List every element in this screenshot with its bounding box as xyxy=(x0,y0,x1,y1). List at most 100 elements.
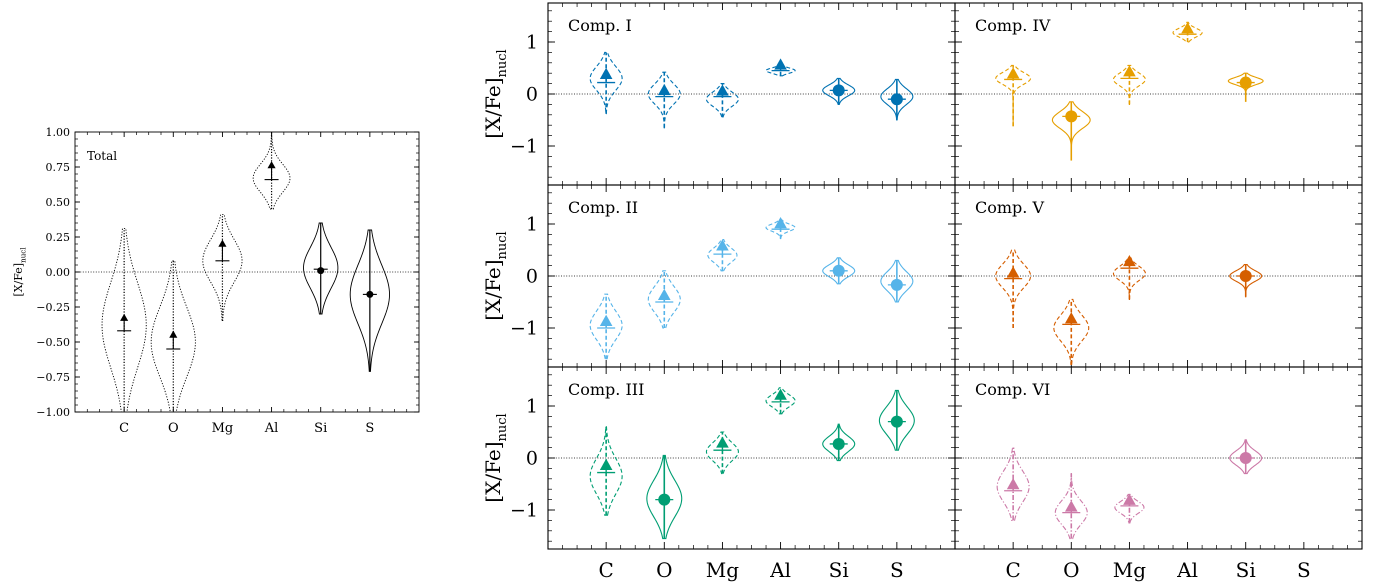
y-axis-label-sub: nucl xyxy=(495,49,510,77)
violin-s xyxy=(880,259,914,303)
y-axis-label: [X/Fe]nucl xyxy=(481,49,510,138)
violin-c xyxy=(995,249,1032,328)
violin-o xyxy=(647,270,681,329)
violin-c xyxy=(996,447,1030,521)
violin-o xyxy=(647,71,681,129)
y-axis-label-base: [X/Fe] xyxy=(481,259,505,320)
violin-s xyxy=(878,389,915,451)
y-tick-label: −0.25 xyxy=(36,301,70,314)
violins xyxy=(995,249,1263,365)
marker-circle-o xyxy=(658,493,671,506)
y-tick-label: −1 xyxy=(510,318,538,340)
violin-mg xyxy=(202,214,243,322)
y-axis-label: [X/Fe]nucl xyxy=(481,413,510,502)
x-tick-label-al: Al xyxy=(264,421,279,436)
y-tick-label: 0.00 xyxy=(46,266,71,279)
marker-triangle-mg xyxy=(1123,493,1136,505)
x-tick-label-al: Al xyxy=(769,558,791,582)
y-axis-label-sub: nucl xyxy=(18,247,27,263)
panel-comp5: Comp. V xyxy=(954,184,1363,368)
y-axis-label: [X/Fe]nucl xyxy=(481,231,510,320)
y-tick-label: 0 xyxy=(526,84,538,106)
violin-c xyxy=(589,293,623,360)
violins xyxy=(589,387,915,540)
marker-circle-o xyxy=(1065,110,1078,123)
y-tick-label: −0.50 xyxy=(36,336,70,349)
y-tick-label: 1 xyxy=(526,32,538,54)
marker-triangle-o xyxy=(1064,500,1078,512)
y-axis-label-sub: nucl xyxy=(495,231,510,259)
x-tick-label-o: O xyxy=(656,558,672,582)
panel-title: Comp. IV xyxy=(975,16,1051,35)
y-tick-label: 0 xyxy=(526,266,538,288)
panel-title: Comp. VI xyxy=(975,380,1050,399)
marker-triangle-al xyxy=(267,161,276,169)
panel-comp6: C O Mg Al Si S Comp. VI xyxy=(954,366,1363,582)
violin-mg xyxy=(1112,257,1146,300)
marker-circle-s xyxy=(890,278,903,291)
panel-frame xyxy=(74,131,420,413)
violin-o xyxy=(150,260,196,412)
y-tick-label: 0 xyxy=(526,448,538,470)
panel-title: Comp. II xyxy=(568,198,638,217)
violin-s xyxy=(349,229,390,372)
violin-al xyxy=(765,387,796,415)
marker-triangle-al xyxy=(774,388,787,400)
violin-mg xyxy=(707,239,738,272)
marker-circle-s xyxy=(890,93,903,106)
x-tick-label-si: Si xyxy=(314,421,327,436)
violin-si xyxy=(822,257,856,285)
y-tick-label: 1.00 xyxy=(46,126,71,139)
x-tick-label-mg: Mg xyxy=(212,421,234,436)
marker-triangle-o xyxy=(1064,312,1078,324)
y-tick-label: −1 xyxy=(510,500,538,522)
violin-o xyxy=(646,454,683,540)
y-axis-label-base: [X/Fe] xyxy=(481,77,505,138)
marker-circle-si xyxy=(317,267,325,275)
marker-triangle-mg xyxy=(218,239,227,247)
y-tick-label: 0.75 xyxy=(46,161,71,174)
violin-mg xyxy=(1112,64,1146,105)
marker-triangle-al xyxy=(1181,22,1194,34)
y-tick-label: −1.00 xyxy=(36,406,70,419)
marker-circle-si xyxy=(1239,452,1252,464)
marker-triangle-o xyxy=(657,83,671,96)
marker-triangle-o xyxy=(657,288,671,300)
x-tick-label-s: S xyxy=(1297,558,1311,582)
marker-triangle-c xyxy=(599,67,613,79)
panel-comp1: −1 0 1 Comp. I [X/Fe]nucl xyxy=(481,2,956,186)
x-tick-label-o: O xyxy=(168,421,179,436)
y-tick-label: −0.75 xyxy=(36,371,70,384)
marker-triangle-c xyxy=(1006,478,1020,490)
marker-circle-si xyxy=(832,437,845,450)
x-tick-label-si: Si xyxy=(1236,558,1256,582)
x-tick-label-c: C xyxy=(119,421,129,436)
violin-c xyxy=(589,51,623,115)
panel-comp4: Comp. IV xyxy=(954,2,1363,186)
marker-triangle-c xyxy=(599,314,613,326)
marker-triangle-o xyxy=(169,330,178,338)
panel-frame xyxy=(954,366,1363,550)
violin-si xyxy=(303,222,339,315)
y-axis-label-base: [X/Fe] xyxy=(481,441,505,502)
x-tick-label-mg: Mg xyxy=(1113,558,1146,582)
x-tick-label-mg: Mg xyxy=(706,558,739,582)
marker-triangle-mg xyxy=(1123,254,1136,267)
y-axis-label-base: [X/Fe] xyxy=(12,263,25,297)
marker-circle-s xyxy=(366,290,374,298)
marker-circle-si xyxy=(1239,270,1252,282)
panel-title: Comp. V xyxy=(975,198,1044,217)
x-tick-label-s: S xyxy=(890,558,904,582)
y-tick-label: 1 xyxy=(526,214,538,236)
marker-triangle-mg xyxy=(716,239,729,251)
marker-circle-si xyxy=(832,264,845,277)
marker-triangle-c xyxy=(599,458,613,470)
marker-triangle-c xyxy=(1006,266,1020,278)
x-tick-label-c: C xyxy=(1005,558,1020,582)
violin-s xyxy=(880,78,914,121)
violin-c xyxy=(589,426,623,516)
marker-triangle-mg xyxy=(716,436,729,448)
violins xyxy=(995,21,1264,161)
y-axis-label-sub: nucl xyxy=(495,413,510,441)
